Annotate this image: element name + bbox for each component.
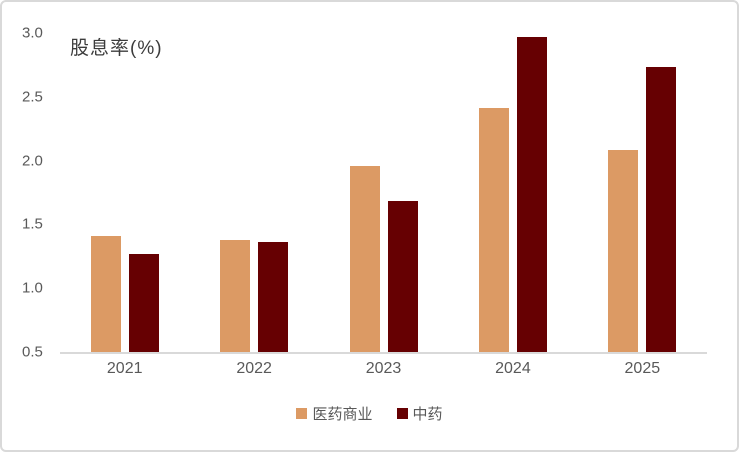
x-axis: 2021 2022 2023 2024 2025	[60, 360, 707, 378]
y-tick-label-0.5: 0.5	[22, 343, 43, 361]
bar-group-2021	[60, 33, 189, 352]
bar-2022-医药商业	[220, 239, 251, 352]
x-axis-label-2022: 2022	[236, 360, 272, 377]
y-tick-label-1.0: 1.0	[22, 279, 43, 297]
x-axis-label-2025: 2025	[624, 360, 661, 377]
bar-group-2025	[578, 33, 707, 352]
bar-2024-医药商业	[478, 108, 509, 352]
x-axis-label-2023: 2023	[365, 360, 402, 377]
bar-group-2023	[319, 33, 448, 352]
bar-groups	[60, 33, 707, 352]
bar-2024-中药	[516, 36, 547, 352]
legend: 医药商业 中药	[2, 403, 737, 424]
bar-group-2022	[189, 33, 318, 352]
y-axis: 3.0 2.5 2.0 1.5 1.0 0.5	[22, 25, 54, 361]
chart-title: 股息率(%)	[70, 38, 163, 59]
bar-2021-医药商业	[90, 235, 121, 352]
legend-item-zhongyao: 中药	[396, 403, 443, 424]
x-axis-label-2021: 2021	[106, 360, 143, 377]
legend-swatch-orange	[296, 408, 308, 419]
bar-2023-医药商业	[349, 165, 380, 352]
legend-label-yiyaoshangye: 医药商业	[312, 406, 373, 423]
legend-item-yiyaoshangye: 医药商业	[296, 403, 373, 424]
bar-2025-医药商业	[608, 150, 639, 352]
y-tick-label-2.5: 2.5	[22, 88, 43, 106]
bar-2021-中药	[128, 253, 159, 352]
legend-label-zhongyao: 中药	[412, 406, 443, 423]
bar-2022-中药	[258, 242, 289, 352]
y-tick-label-3.0: 3.0	[22, 24, 43, 42]
bar-group-2024	[448, 33, 577, 352]
x-axis-label-2024: 2024	[495, 360, 531, 377]
y-tick-label-1.5: 1.5	[22, 215, 43, 233]
bar-2023-中药	[387, 201, 418, 352]
plot-area	[60, 33, 707, 354]
y-tick-label-2.0: 2.0	[22, 152, 43, 170]
legend-swatch-darkred	[396, 408, 408, 419]
bar-2025-中药	[646, 67, 677, 352]
